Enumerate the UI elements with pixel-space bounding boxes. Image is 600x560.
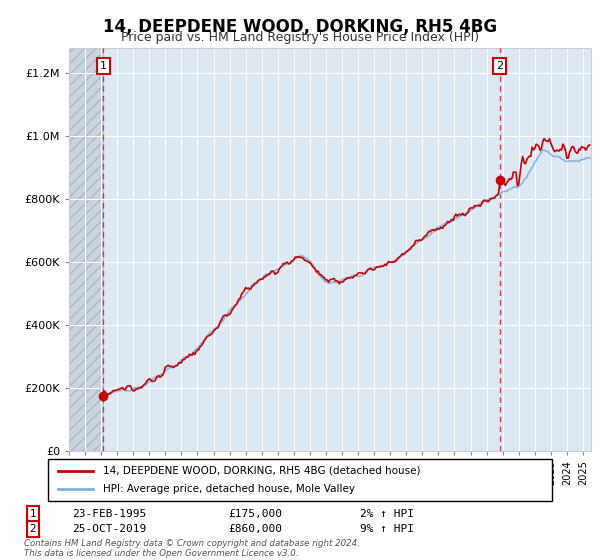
Text: 14, DEEPDENE WOOD, DORKING, RH5 4BG (detached house): 14, DEEPDENE WOOD, DORKING, RH5 4BG (det… — [103, 466, 421, 476]
Text: 14, DEEPDENE WOOD, DORKING, RH5 4BG: 14, DEEPDENE WOOD, DORKING, RH5 4BG — [103, 18, 497, 36]
Text: 1: 1 — [29, 509, 37, 519]
Text: 9% ↑ HPI: 9% ↑ HPI — [360, 524, 414, 534]
Text: 2: 2 — [29, 524, 37, 534]
Text: Contains HM Land Registry data © Crown copyright and database right 2024.
This d: Contains HM Land Registry data © Crown c… — [24, 539, 360, 558]
Bar — [69, 48, 103, 451]
Text: 2% ↑ HPI: 2% ↑ HPI — [360, 509, 414, 519]
FancyBboxPatch shape — [48, 459, 552, 501]
Text: 2: 2 — [496, 60, 503, 71]
Text: HPI: Average price, detached house, Mole Valley: HPI: Average price, detached house, Mole… — [103, 484, 355, 494]
Text: 1: 1 — [100, 60, 107, 71]
Text: £175,000: £175,000 — [228, 509, 282, 519]
Text: 23-FEB-1995: 23-FEB-1995 — [72, 509, 146, 519]
Text: £860,000: £860,000 — [228, 524, 282, 534]
Text: 25-OCT-2019: 25-OCT-2019 — [72, 524, 146, 534]
Text: Price paid vs. HM Land Registry's House Price Index (HPI): Price paid vs. HM Land Registry's House … — [121, 31, 479, 44]
